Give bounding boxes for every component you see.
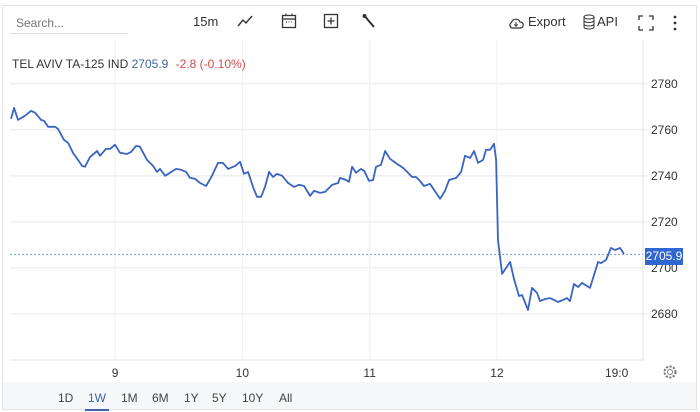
y-tick-label: 2740 [651,168,678,183]
toolbar: 15m Export API [0,0,700,40]
interval-selector[interactable]: 15m [193,14,219,29]
price-series-line [10,107,625,311]
instrument-change: -2.8 (-0.10%) [175,57,246,71]
x-tick-label: 11 [363,366,376,380]
database-icon[interactable] [580,13,598,31]
price-chart[interactable] [10,40,647,361]
y-tick-label: 2680 [651,306,678,321]
add-indicator-icon[interactable] [322,12,340,30]
x-tick-label: 19:0 [604,366,629,380]
range-10y[interactable]: 10Y [242,391,264,405]
instrument-price: 2705.9 [131,57,169,71]
y-tick-label: 2780 [651,76,678,91]
more-options-icon[interactable] [666,14,684,32]
y-tick-label: 2760 [651,122,678,137]
api-button[interactable]: API [597,14,618,29]
search-input[interactable] [10,12,128,34]
range-6m[interactable]: 6M [152,391,169,405]
x-tick-label: 9 [111,366,119,380]
x-tick-label: 10 [235,366,250,380]
cloud-download-icon[interactable] [507,14,525,32]
y-tick-label: 2720 [651,214,678,229]
wrench-icon[interactable] [360,12,378,30]
chart-widget [2,5,697,410]
range-1y[interactable]: 1Y [184,391,199,405]
instrument-header: TEL AVIV TA-125 IND 2705.9 -2.8 (-0.10%) [12,57,246,71]
export-button[interactable]: Export [528,14,566,29]
fullscreen-icon[interactable] [637,14,655,32]
range-5y[interactable]: 5Y [212,391,227,405]
line-chart-icon[interactable] [236,12,254,30]
settings-gear-icon[interactable] [662,364,678,380]
range-1w[interactable]: 1W [85,391,109,411]
range-1d[interactable]: 1D [58,391,74,405]
x-tick-label: 12 [490,366,504,380]
range-1m[interactable]: 1M [121,391,138,405]
calendar-icon[interactable] [280,12,298,30]
instrument-name: TEL AVIV TA-125 IND [12,57,129,71]
last-price-label: 2705.9 [645,248,683,265]
range-all[interactable]: All [279,391,293,405]
range-selector: 1D 1W 1M 6M 1Y 5Y 10Y All [3,382,696,411]
